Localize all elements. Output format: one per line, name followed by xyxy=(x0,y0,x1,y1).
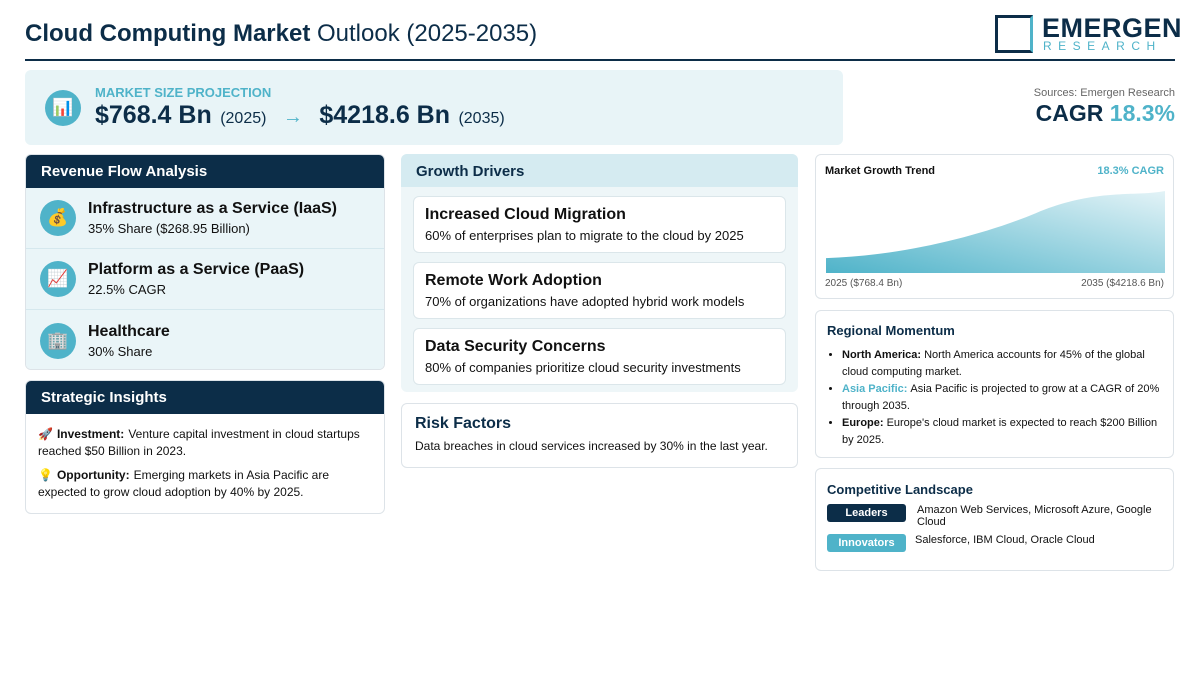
revenue-icon: 🏢 xyxy=(40,322,76,359)
revenue-name: Healthcare xyxy=(88,322,170,340)
projection-values: $768.4 Bn (2025) → $4218.6 Bn (2035) xyxy=(95,101,505,130)
projection-label: MARKET SIZE PROJECTION xyxy=(95,85,272,100)
revenue-text: Platform as a Service (PaaS) 22.5% CAGR xyxy=(88,261,304,297)
driver-text: 60% of enterprises plan to migrate to th… xyxy=(425,228,744,243)
insight-icon: 💡 xyxy=(38,468,53,482)
region-name: Asia Pacific: xyxy=(842,383,908,395)
insight-label: Investment: xyxy=(56,427,125,441)
start-value: $768.4 Bn xyxy=(95,101,212,129)
projection-icon: 📊 xyxy=(45,90,81,126)
trend-title: Market Growth Trend xyxy=(825,165,936,177)
driver-list: Increased Cloud Migration 60% of enterpri… xyxy=(401,187,798,385)
revenue-name: Platform as a Service (PaaS) xyxy=(88,261,305,278)
driver: Data Security Concerns 80% of companies p… xyxy=(413,328,786,385)
revenue-icon: 💰 xyxy=(40,200,76,236)
header-rule xyxy=(25,59,1175,61)
insight-icon: 🚀 xyxy=(38,427,53,441)
revenue-detail: 35% Share ($268.95 Billion) xyxy=(88,221,250,236)
competitor-row: Innovators Salesforce, IBM Cloud, Oracle … xyxy=(827,534,1162,552)
risk-text: Data breaches in cloud services increase… xyxy=(415,439,768,453)
region-text: North America accounts for 45% of the gl… xyxy=(842,349,1145,378)
region-item: Europe:Europe's cloud market is expected… xyxy=(842,415,1162,449)
cagr-value: 18.3% xyxy=(1109,100,1175,126)
insight-list: 🚀 Investment: Venture capital investment i… xyxy=(26,414,384,513)
source: Sources: Emergen Research xyxy=(1033,87,1175,99)
region-list: North America:North America accounts for… xyxy=(827,347,1162,449)
insight-text: Venture capital investment in cloud star… xyxy=(38,427,360,458)
insight-label: Opportunity: xyxy=(56,468,130,482)
driver: Remote Work Adoption 70% of organizations… xyxy=(413,262,786,319)
section-title: Regional Momentum xyxy=(827,323,955,338)
trend-cagr: 18.3% CAGR xyxy=(1097,165,1164,177)
region-name: Europe: xyxy=(842,417,884,429)
driver-title: Data Security Concerns xyxy=(425,338,606,355)
driver: Increased Cloud Migration 60% of enterpri… xyxy=(413,196,786,253)
revenue-flow: Revenue Flow Analysis 💰 Infrastructure as… xyxy=(25,154,385,370)
competitor-text: Amazon Web Services, Microsoft Azure, Go… xyxy=(917,504,1152,528)
revenue-item: 📈 Platform as a Service (PaaS) 22.5% CAGR xyxy=(26,249,384,310)
competitor-tag: Innovators xyxy=(827,534,906,552)
driver-title: Increased Cloud Migration xyxy=(425,206,626,223)
arrow: → xyxy=(282,106,303,128)
logo-name: EMERGEN xyxy=(1042,13,1183,43)
insight-text: Emerging markets in Asia Pacific are exp… xyxy=(38,468,330,499)
driver-text: 80% of companies prioritize cloud securi… xyxy=(425,360,741,375)
section-title: Risk Factors xyxy=(415,415,512,432)
trend-card: Market Growth Trend 18.3% CAGR 2025 ($76… xyxy=(815,154,1174,299)
revenue-detail: 30% Share xyxy=(88,343,153,359)
cagr: CAGR 18.3% xyxy=(1036,100,1175,127)
projection-box: 📊 MARKET SIZE PROJECTION $768.4 Bn (2025… xyxy=(25,70,843,145)
revenue-text: Infrastructure as a Service (IaaS) 35% Sh… xyxy=(88,200,337,236)
trend-area xyxy=(826,191,1165,273)
competitor-row: Leaders Amazon Web Services, Microsoft Az… xyxy=(827,504,1162,528)
section-title: Growth Drivers xyxy=(401,154,798,187)
competitive: Competitive Landscape Leaders Amazon Web … xyxy=(815,468,1174,571)
risk-factors: Risk Factors Data breaches in cloud serv… xyxy=(401,403,798,468)
competitor-list: Leaders Amazon Web Services, Microsoft Az… xyxy=(827,504,1162,552)
logo-sub: RESEARCH xyxy=(1043,39,1162,53)
regional: Regional Momentum North America:North Am… xyxy=(815,310,1174,458)
trend-end: 2035 ($4218.6 Bn) xyxy=(1081,278,1164,289)
cagr-label: CAGR xyxy=(1035,100,1104,126)
end-value: $4218.6 Bn xyxy=(319,101,450,129)
trend-start: 2025 ($768.4 Bn) xyxy=(825,278,903,289)
region-name: North America: xyxy=(842,349,922,361)
section-title: Strategic Insights xyxy=(26,381,384,414)
competitor-text: Salesforce, IBM Cloud, Oracle Cloud xyxy=(915,534,1095,546)
driver-title: Remote Work Adoption xyxy=(425,272,602,289)
revenue-list: 💰 Infrastructure as a Service (IaaS) 35% S… xyxy=(26,188,384,369)
trend-chart xyxy=(826,191,1165,273)
revenue-name: Infrastructure as a Service (IaaS) xyxy=(88,200,338,217)
start-year: (2025) xyxy=(220,110,267,127)
region-text: Asia Pacific is projected to grow at a C… xyxy=(842,383,1160,412)
region-item: Asia Pacific:Asia Pacific is projected t… xyxy=(842,381,1162,415)
revenue-item: 🏢 Healthcare 30% Share xyxy=(26,310,384,369)
growth-drivers: Growth Drivers Increased Cloud Migration… xyxy=(401,154,798,392)
revenue-item: 💰 Infrastructure as a Service (IaaS) 35% S… xyxy=(26,188,384,249)
region-item: North America:North America accounts for… xyxy=(842,347,1162,381)
revenue-detail: 22.5% CAGR xyxy=(88,282,167,297)
competitor-tag: Leaders xyxy=(827,504,906,522)
end-year: (2035) xyxy=(458,110,505,127)
revenue-text: Healthcare 30% Share xyxy=(88,323,170,359)
logo-mark xyxy=(995,15,1033,53)
section-title: Revenue Flow Analysis xyxy=(26,155,384,188)
title-bold: Cloud Computing Market xyxy=(25,20,311,47)
driver-text: 70% of organizations have adopted hybrid… xyxy=(425,294,745,309)
title-rest: Outlook (2025-2035) xyxy=(317,20,538,47)
revenue-icon: 📈 xyxy=(40,261,76,297)
section-title: Competitive Landscape xyxy=(827,482,973,497)
title: Cloud Computing Market Outlook (2025-203… xyxy=(25,20,537,48)
insight: 🚀 Investment: Venture capital investment i… xyxy=(38,426,372,460)
strategic-insights: Strategic Insights 🚀 Investment: Venture c… xyxy=(25,380,385,514)
region-text: Europe's cloud market is expected to rea… xyxy=(842,417,1158,446)
insight: 💡 Opportunity: Emerging markets in Asia Pa… xyxy=(38,467,372,501)
